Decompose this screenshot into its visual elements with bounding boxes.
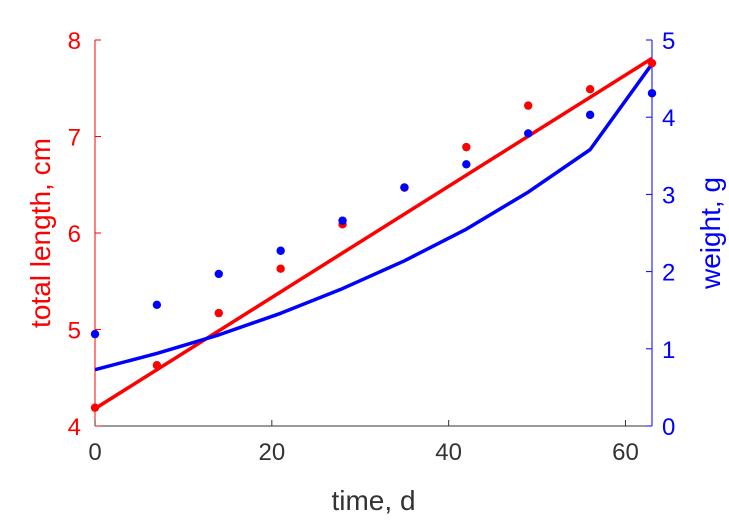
x-tick-label: 0 [88,439,101,466]
right-y-tick-label: 0 [662,414,675,441]
right-y-tick-label: 3 [662,182,675,209]
length-fit-line [94,56,653,411]
x-tick-label: 20 [258,439,285,466]
tick-marks [94,39,652,427]
weight-data-point [524,129,533,138]
right-y-tick-label: 5 [662,28,675,55]
weight-fit-curve [94,62,654,372]
x-tick-label: 60 [612,439,639,466]
left-y-tick-label: 5 [68,318,81,345]
left-y-tick-label: 7 [68,125,81,152]
weight-data-point [647,89,657,98]
length-data-point [90,403,100,412]
weight-data-point [462,160,471,169]
left-y-tick-label: 8 [68,28,81,55]
length-data-point [647,58,657,68]
weight-data-point [585,110,595,120]
weight-data-point [152,300,162,309]
fit-lines [94,56,654,411]
length-data-point [462,142,471,152]
tick-labels: 0 20 40 60 4 5 6 7 8 0 1 2 3 4 5 [68,28,676,466]
right-y-tick-label: 4 [662,105,675,132]
left-y-axis-title: total length, cm [25,138,56,328]
weight-data-point [338,216,347,225]
right-y-tick-label: 1 [662,337,675,364]
length-data-point [585,85,595,94]
x-axis-title: time, d [331,485,415,516]
right-y-axis-title: weight, g [695,177,726,290]
length-data-point [152,361,162,370]
left-y-tick-label: 4 [68,414,81,441]
data-points [90,58,657,412]
left-y-tick-label: 6 [68,221,81,248]
x-tick-label: 40 [435,439,462,466]
weight-data-point [214,269,223,279]
length-data-point [276,264,285,273]
length-data-point [214,308,223,318]
weight-data-point [90,329,100,339]
weight-data-point [400,183,409,192]
weight-data-point [276,246,285,255]
right-y-tick-label: 2 [662,260,675,287]
length-data-point [524,101,533,110]
